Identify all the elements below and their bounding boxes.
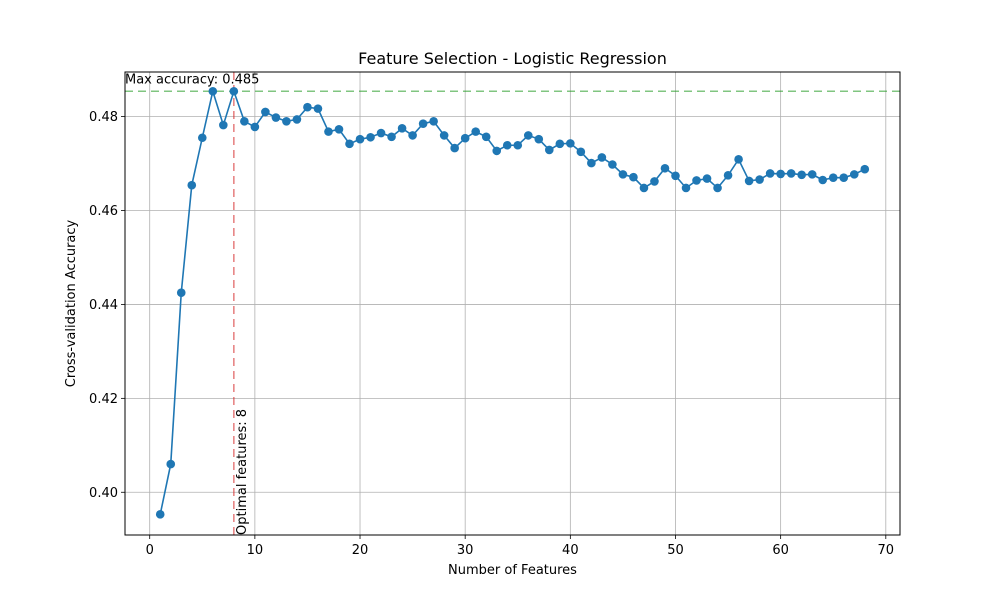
- accuracy-line: [159, 88, 866, 515]
- data-point: [723, 171, 733, 180]
- y-tick-label: 0.40: [89, 486, 118, 501]
- y-tick-label: 0.44: [89, 298, 118, 313]
- data-point: [755, 175, 764, 184]
- data-point: [166, 459, 176, 469]
- data-point: [807, 170, 817, 179]
- data-point: [502, 140, 512, 150]
- data-point: [566, 139, 575, 148]
- data-point: [292, 115, 302, 124]
- data-point: [450, 143, 459, 153]
- data-point: [408, 131, 417, 140]
- y-tick-label: 0.48: [89, 110, 118, 125]
- x-tick-label: 20: [352, 543, 369, 558]
- max-accuracy-annotation: Max accuracy: 0.485: [125, 72, 259, 87]
- data-point: [608, 160, 617, 169]
- y-tick-label: 0.46: [89, 204, 118, 219]
- data-point: [240, 117, 249, 126]
- axis-ticks: 0 10 20 30 40 50 60 70 0.40 0.42 0.44 0.46 0.48: [89, 110, 894, 558]
- grid: [125, 72, 900, 535]
- data-point: [197, 133, 207, 143]
- data-point: [303, 102, 312, 112]
- optimal-features-annotation: Optimal features: 8: [235, 409, 250, 535]
- data-point: [618, 170, 628, 179]
- data-point: [471, 127, 480, 136]
- data-point: [250, 122, 260, 132]
- data-point: [355, 134, 365, 144]
- data-point: [849, 170, 859, 179]
- data-point: [439, 131, 449, 140]
- data-point: [818, 175, 828, 185]
- data-point: [860, 164, 870, 174]
- data-point: [229, 86, 239, 96]
- x-tick-label: 40: [562, 543, 579, 558]
- data-point: [492, 146, 502, 156]
- data-point: [418, 119, 428, 128]
- data-point: [555, 139, 565, 149]
- data-point: [219, 120, 228, 130]
- data-point: [744, 176, 754, 186]
- data-point: [660, 163, 670, 173]
- data-point: [734, 155, 743, 164]
- data-point: [681, 183, 691, 193]
- data-point: [387, 132, 396, 142]
- data-point: [828, 173, 838, 182]
- y-axis-label: Cross-validation Accuracy: [64, 219, 79, 387]
- data-point: [513, 140, 523, 150]
- data-point: [597, 153, 607, 162]
- data-point: [324, 127, 333, 136]
- data-point: [650, 177, 659, 186]
- data-point: [587, 158, 596, 168]
- data-point: [576, 147, 586, 157]
- x-axis-label: Number of Features: [448, 563, 577, 578]
- data-point: [765, 169, 775, 178]
- data-point: [702, 174, 712, 183]
- data-point: [187, 180, 197, 190]
- data-point: [481, 132, 491, 142]
- data-point: [639, 183, 649, 193]
- data-point: [429, 117, 438, 126]
- data-point: [545, 145, 554, 155]
- data-point: [282, 117, 291, 126]
- data-point: [786, 169, 796, 178]
- data-point: [208, 86, 218, 96]
- x-tick-label: 10: [247, 543, 264, 558]
- data-point: [366, 132, 375, 142]
- data-point: [776, 169, 785, 179]
- data-point: [713, 183, 722, 193]
- x-tick-label: 70: [878, 543, 895, 558]
- data-point: [176, 288, 186, 297]
- data-point: [313, 104, 323, 113]
- x-tick-label: 50: [667, 543, 684, 558]
- data-point: [797, 170, 806, 180]
- chart-title: Feature Selection - Logistic Regression: [358, 49, 667, 68]
- x-tick-label: 0: [146, 543, 154, 558]
- data-point: [523, 131, 533, 140]
- data-point: [271, 113, 281, 122]
- y-tick-label: 0.42: [89, 392, 118, 407]
- data-point: [460, 133, 470, 143]
- x-tick-label: 30: [457, 543, 474, 558]
- data-point: [334, 124, 344, 134]
- x-tick-label: 60: [772, 543, 789, 558]
- data-point: [671, 171, 680, 181]
- accuracy-series: [155, 86, 870, 519]
- plot-area-frame: [124, 71, 901, 536]
- data-point: [629, 172, 638, 182]
- data-point: [534, 134, 544, 144]
- data-point: [345, 139, 354, 149]
- data-point: [376, 128, 386, 138]
- data-point: [397, 124, 407, 133]
- data-point: [692, 176, 701, 185]
- data-point: [839, 173, 849, 182]
- data-point: [261, 107, 270, 117]
- data-point: [155, 510, 165, 519]
